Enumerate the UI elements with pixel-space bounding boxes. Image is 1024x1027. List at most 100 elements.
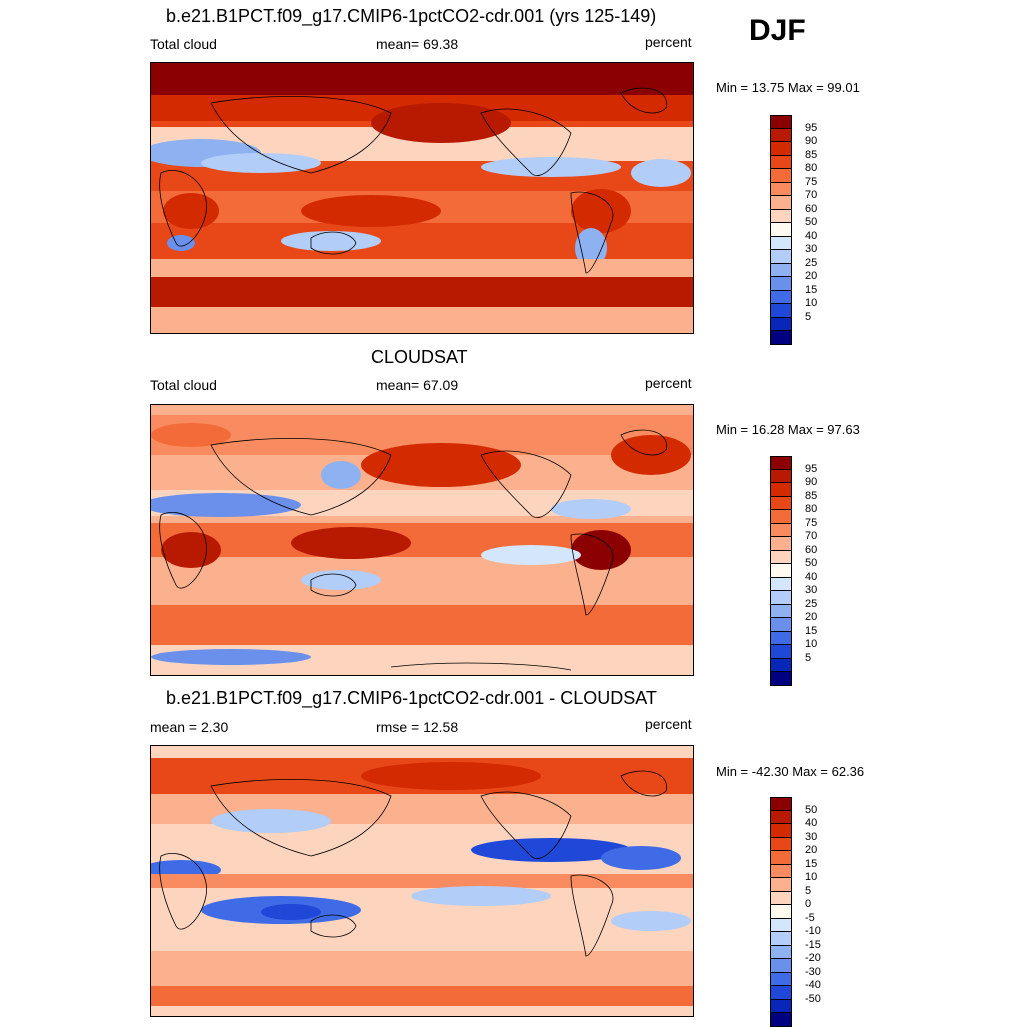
colorbar-swatch xyxy=(770,986,792,1000)
colorbar-tick-label: 85 xyxy=(805,148,818,161)
colorbar-tick-label: 15 xyxy=(805,283,818,296)
colorbar-swatch xyxy=(770,945,792,959)
colorbar-swatch xyxy=(770,142,792,156)
p2-southern-ocean xyxy=(151,605,693,645)
colorbar-swatch xyxy=(770,891,792,905)
panel3-map xyxy=(150,745,694,1017)
p1-atl-blue xyxy=(631,159,691,187)
colorbar-swatch xyxy=(770,631,792,645)
p2-sahara-blue xyxy=(151,493,301,517)
colorbar-swatch xyxy=(770,824,792,838)
p2-africa-red xyxy=(161,532,221,568)
colorbar-tick-label: 60 xyxy=(805,543,818,556)
p1-antarctic xyxy=(151,307,693,333)
p2-epac-clear xyxy=(481,545,581,565)
colorbar-swatch xyxy=(770,864,792,878)
p1-australia-blue xyxy=(281,231,381,251)
colorbar-tick-label: -10 xyxy=(805,925,821,937)
p3-indian-core xyxy=(261,904,321,920)
colorbar-swatch xyxy=(770,250,792,264)
colorbar-tick-label: -30 xyxy=(805,965,821,978)
colorbar-swatch xyxy=(770,550,792,564)
panel1-left-label: Total cloud xyxy=(150,36,217,52)
colorbar-swatch xyxy=(770,496,792,510)
p1-npac-red xyxy=(371,103,511,143)
p3-epac-blue xyxy=(471,838,631,862)
colorbar-swatch xyxy=(770,115,792,129)
colorbar-swatch xyxy=(770,905,792,919)
p3-southern-ocean xyxy=(151,951,693,986)
p3-npac-red xyxy=(361,762,541,790)
p3-itcz-red xyxy=(151,874,693,888)
p1-africa-red xyxy=(163,193,219,229)
colorbar-tick-label: 25 xyxy=(805,597,818,610)
colorbar-tick-label: -15 xyxy=(805,938,821,951)
colorbar-swatch xyxy=(770,577,792,591)
colorbar-tick-label: 95 xyxy=(805,121,818,134)
panel2-title: CLOUDSAT xyxy=(371,347,468,367)
colorbar-tick-label: 30 xyxy=(805,584,818,596)
colorbar-swatch xyxy=(770,469,792,483)
colorbar-swatch xyxy=(770,456,792,470)
colorbar-tick-label: -5 xyxy=(805,911,815,924)
p1-warmpool xyxy=(301,195,441,227)
panel2-map xyxy=(150,404,694,676)
p2-npac-red xyxy=(361,443,521,487)
colorbar-tick-label: 20 xyxy=(805,611,818,623)
colorbar-swatch xyxy=(770,155,792,169)
colorbar-tick-label: 80 xyxy=(805,162,818,174)
colorbar-tick-label: 5 xyxy=(805,651,812,664)
colorbar-tick-label: 40 xyxy=(805,570,818,583)
p2-australia-blue xyxy=(301,570,381,590)
colorbar-tick-label: 75 xyxy=(805,516,818,529)
colorbar-tick-label: -40 xyxy=(805,979,821,991)
colorbar-tick-label: 5 xyxy=(805,884,812,897)
colorbar-tick-label: 50 xyxy=(805,557,818,569)
panel1-map-svg xyxy=(151,63,693,333)
colorbar-swatch xyxy=(770,182,792,196)
panel1-units-label: percent xyxy=(645,34,692,50)
colorbar-tick-label: 0 xyxy=(805,898,812,910)
colorbar-tick-label: 20 xyxy=(805,270,818,282)
colorbar-swatch xyxy=(770,932,792,946)
p2-samerica-red xyxy=(571,530,631,570)
colorbar-swatch xyxy=(770,878,792,892)
panel2-colorbar xyxy=(770,456,792,686)
colorbar-swatch xyxy=(770,128,792,142)
p3-spac-blue xyxy=(411,886,551,906)
panel1-colorbar xyxy=(770,115,792,345)
colorbar-swatch xyxy=(770,618,792,632)
panel3-minmax: Min = -42.30 Max = 62.36 xyxy=(716,764,865,779)
colorbar-swatch xyxy=(770,169,792,183)
p3-asia-blue xyxy=(211,809,331,833)
colorbar-swatch xyxy=(770,209,792,223)
p2-epac-blue xyxy=(551,499,631,519)
colorbar-swatch xyxy=(770,223,792,237)
colorbar-tick-label: 5 xyxy=(805,310,812,323)
p1-safrica-blue xyxy=(167,235,195,251)
p1-asia-blue xyxy=(201,153,321,173)
colorbar-swatch xyxy=(770,797,792,811)
colorbar-tick-label: 15 xyxy=(805,624,818,637)
panel3-rmse-label: rmse = 12.58 xyxy=(376,719,459,735)
panel3-title: b.e21.B1PCT.f09_g17.CMIP6-1pctCO2-cdr.00… xyxy=(166,688,657,708)
colorbar-swatch xyxy=(770,658,792,672)
panel2-left-label: Total cloud xyxy=(150,377,217,393)
p3-satl-blue xyxy=(611,911,691,931)
panel3-units-label: percent xyxy=(645,716,692,732)
colorbar-tick-label: 10 xyxy=(805,297,818,309)
p3-coastlines xyxy=(159,770,667,957)
season-label: DJF xyxy=(749,14,806,47)
colorbar-swatch xyxy=(770,672,792,686)
colorbar-tick-label: 85 xyxy=(805,489,818,502)
panel2-minmax: Min = 16.28 Max = 97.63 xyxy=(716,422,860,437)
p1-southern-ocean xyxy=(151,277,693,307)
colorbar-swatch xyxy=(770,837,792,851)
colorbar-tick-label: 25 xyxy=(805,256,818,269)
colorbar-swatch xyxy=(770,972,792,986)
colorbar-swatch xyxy=(770,510,792,524)
colorbar-swatch xyxy=(770,999,792,1013)
panel3-mean-label: mean = 2.30 xyxy=(150,719,229,735)
p1-epac-blue xyxy=(481,157,621,177)
colorbar-tick-label: 10 xyxy=(805,638,818,650)
